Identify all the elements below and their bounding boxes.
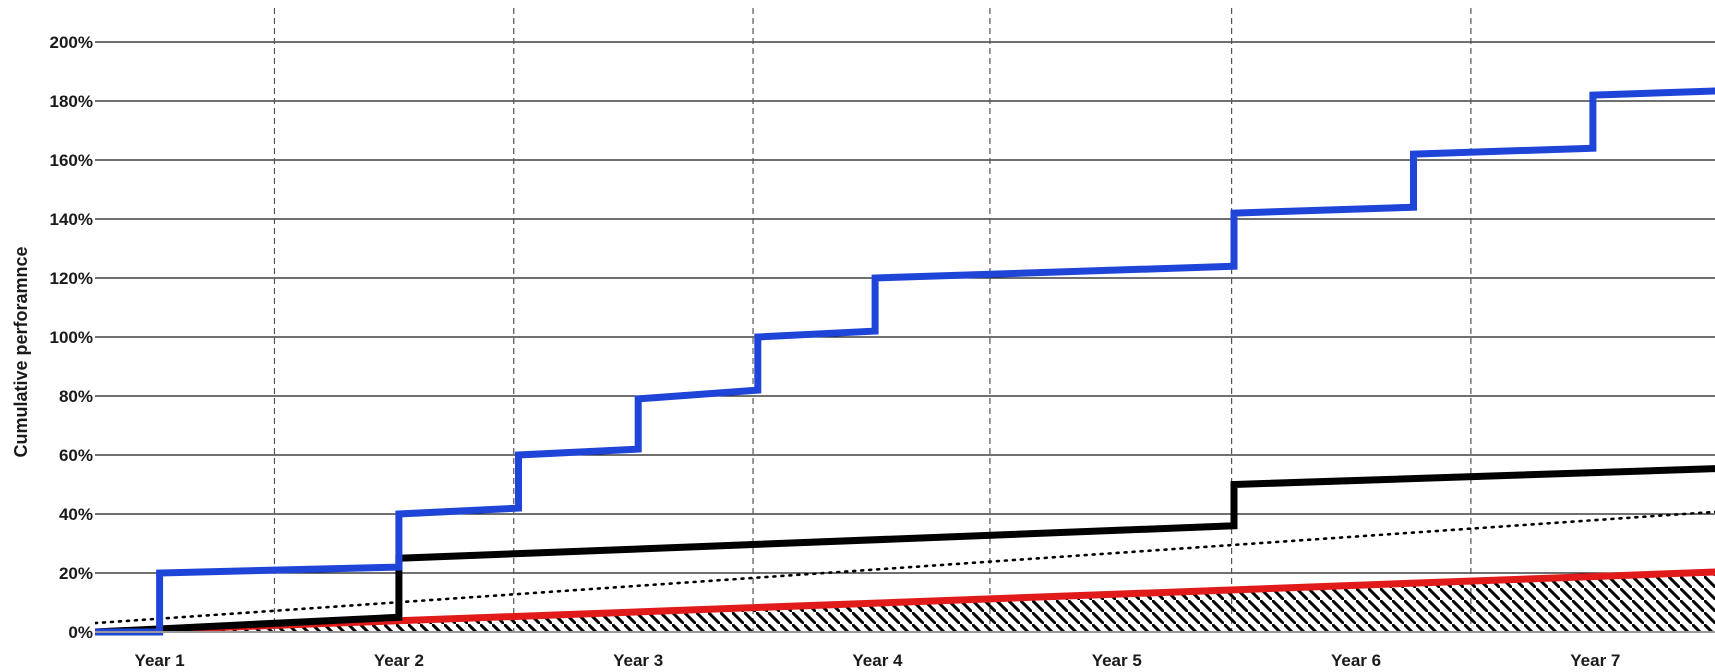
x-tick-label: Year 6 (1331, 651, 1381, 670)
y-tick-label: 160% (50, 151, 93, 170)
y-tick-label: 80% (59, 387, 93, 406)
x-tick-label: Year 1 (135, 651, 185, 670)
blue-step-series-line (95, 87, 1715, 636)
x-tick-label: Year 2 (374, 651, 424, 670)
y-tick-label: 0% (68, 623, 93, 642)
black-step-series-line (95, 465, 1715, 636)
x-tick-label: Year 3 (613, 651, 663, 670)
y-tick-label: 100% (50, 328, 93, 347)
y-tick-label: 20% (59, 564, 93, 583)
y-tick-label: 120% (50, 269, 93, 288)
y-tick-label: 60% (59, 446, 93, 465)
y-tick-label: 180% (50, 92, 93, 111)
y-tick-label: 40% (59, 505, 93, 524)
y-tick-label: 200% (50, 33, 93, 52)
plot-area: 0% 20% 40% 60% 80% 100% 120% 140% 160% 180% 200% Ye… (50, 8, 1715, 670)
x-tick-label: Year 5 (1092, 651, 1142, 670)
y-axis-title: Cumulative perforamnce (11, 246, 31, 457)
x-tick-label: Year 7 (1570, 651, 1620, 670)
y-tick-label: 140% (50, 210, 93, 229)
x-tick-label: Year 4 (852, 651, 903, 670)
dotted-trend-line (95, 510, 1715, 625)
